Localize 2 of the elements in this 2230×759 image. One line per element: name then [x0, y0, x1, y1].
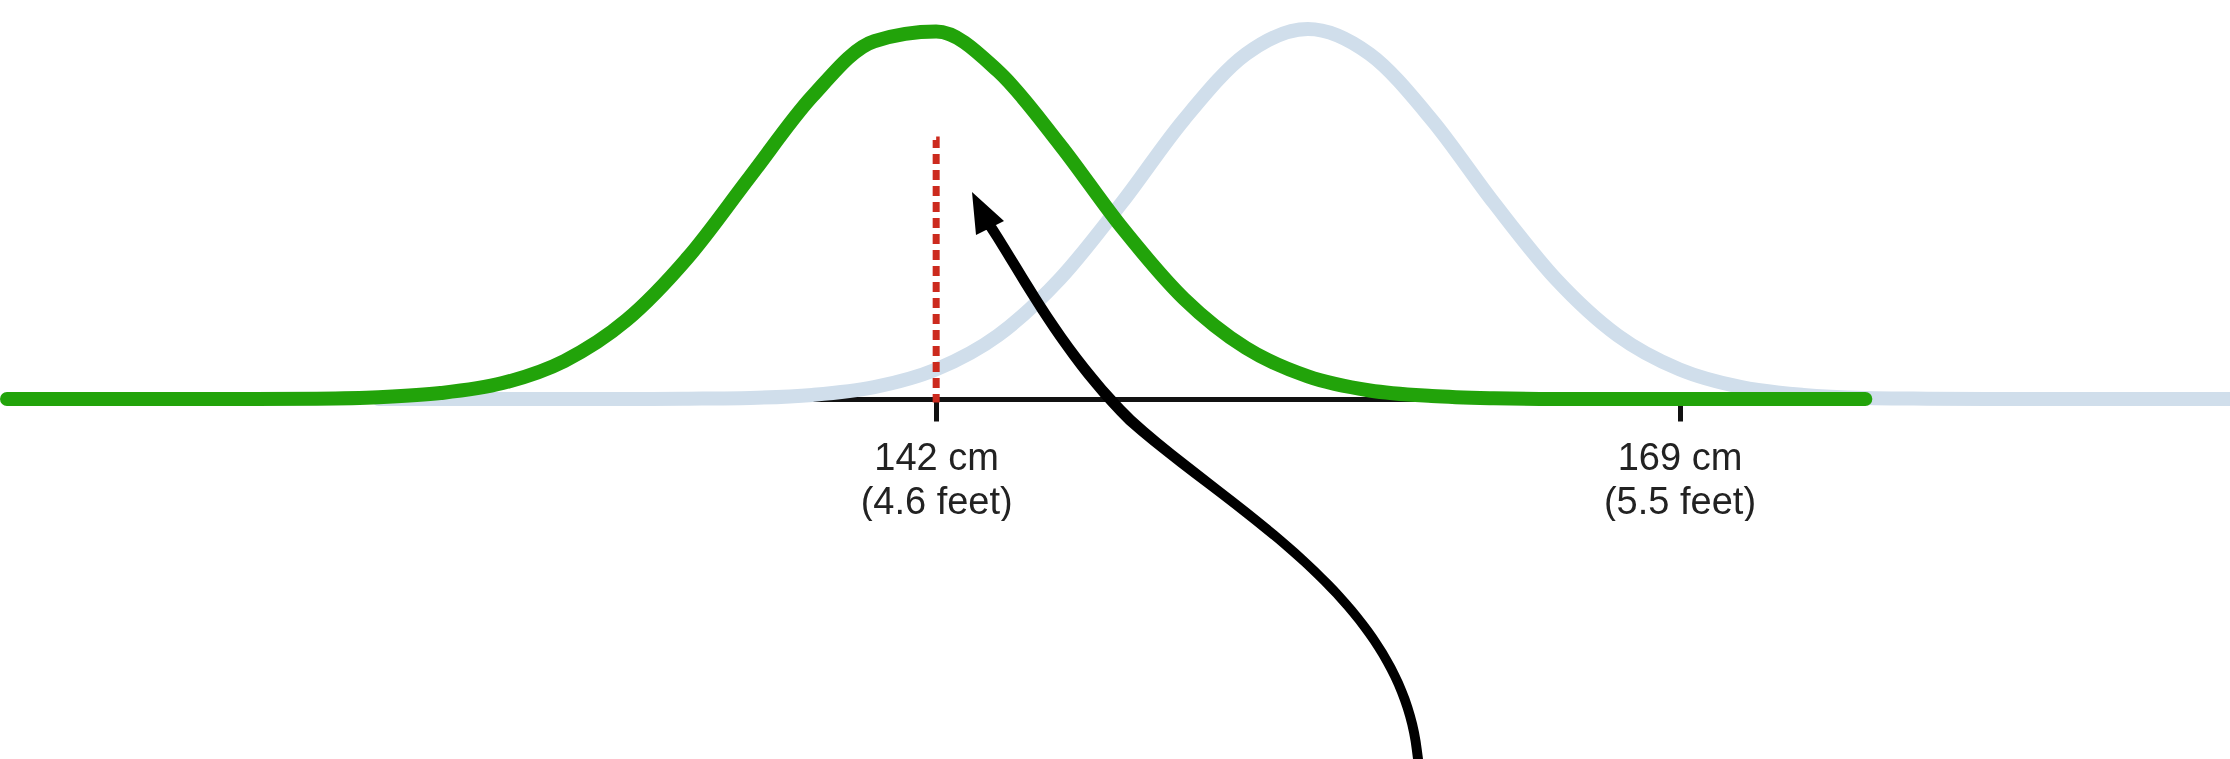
x-tick-label: 142 cm (4.6 feet)	[860, 435, 1013, 522]
x-tick-label: 169 cm (5.5 feet)	[1603, 435, 1757, 522]
